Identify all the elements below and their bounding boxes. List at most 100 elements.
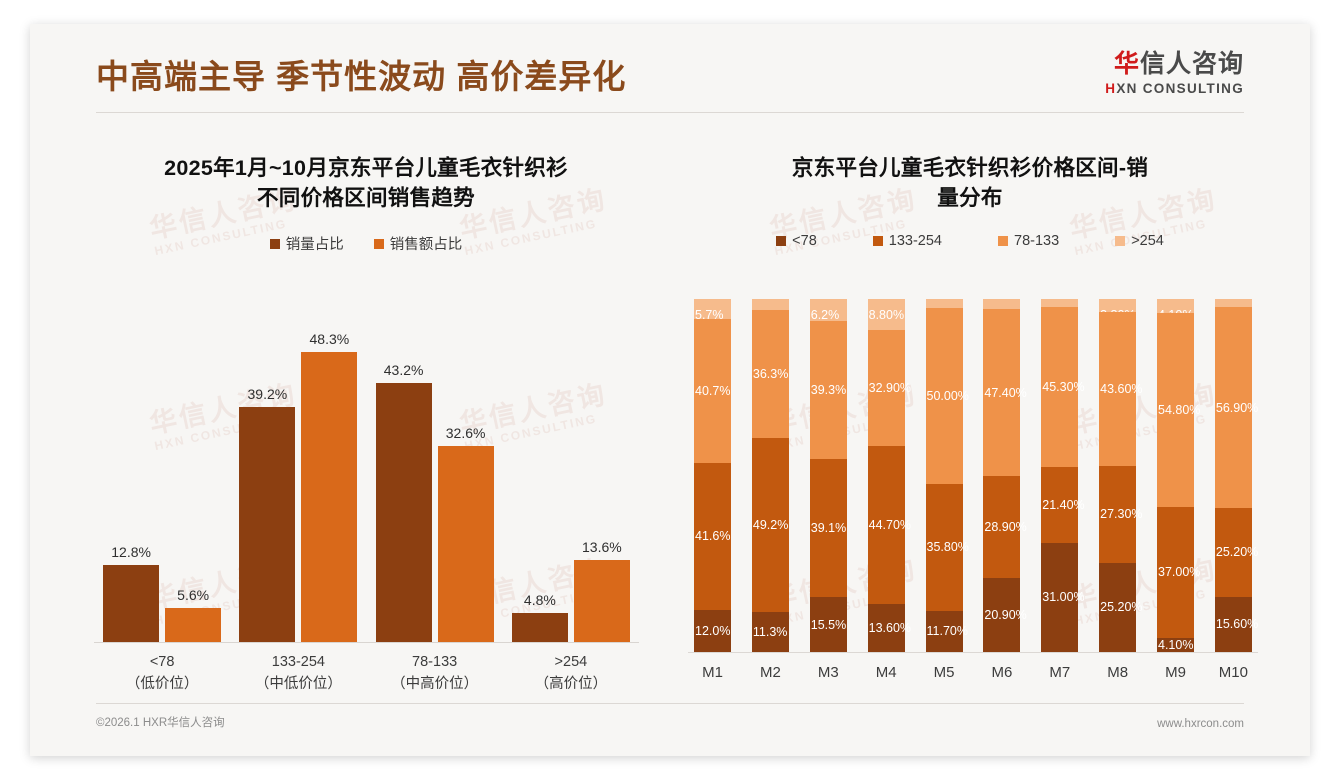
- bar[interactable]: [239, 406, 296, 642]
- stack-segment[interactable]: 56.90%: [1214, 307, 1258, 508]
- bar[interactable]: [301, 352, 358, 642]
- stack-segment[interactable]: 15.5%: [809, 597, 847, 652]
- stack-segment[interactable]: 32.90%: [867, 330, 911, 447]
- legend-swatch-icon: [269, 238, 280, 249]
- stacked-bar[interactable]: 2.80% 47.40% 28.90% 20.90%: [983, 299, 1027, 652]
- stack-segment[interactable]: 35.80%: [925, 484, 969, 611]
- stack-segment[interactable]: 5.7%: [694, 299, 731, 322]
- segment-value-label: 39.3%: [810, 383, 847, 398]
- stack-segment[interactable]: 15.60%: [1214, 596, 1258, 652]
- stack-segment[interactable]: 13.60%: [867, 603, 911, 652]
- stacked-bar[interactable]: 2.30% 56.90% 25.20% 15.60%: [1214, 299, 1258, 652]
- bar[interactable]: [165, 608, 222, 642]
- stack-segment[interactable]: 37.00%: [1157, 506, 1200, 638]
- x-axis-label: 78-133 （中高价位）: [367, 645, 503, 701]
- stack-segment[interactable]: 40.7%: [694, 319, 731, 463]
- bar[interactable]: [437, 446, 494, 642]
- stack-segment[interactable]: 31.00%: [1041, 542, 1085, 652]
- bar-column[interactable]: 48.3%: [301, 312, 358, 642]
- right-chart-title-line2: 量分布: [937, 185, 1003, 210]
- x-axis-label: <78 （低价位）: [94, 645, 230, 701]
- stacked-bar[interactable]: 4.10% 54.80% 37.00% 4.10%: [1157, 299, 1200, 652]
- stacked-bar[interactable]: 6.2% 39.3% 39.1% 15.5%: [809, 299, 847, 652]
- segment-value-label: 31.00%: [1042, 590, 1085, 605]
- chart-panel-left: 2025年1月~10月京东平台儿童毛衣针织衫 不同价格区间销售趋势 销量占比 销…: [66, 136, 666, 696]
- stacked-bar[interactable]: 2.30% 45.30% 21.40% 31.00%: [1041, 299, 1085, 652]
- left-chart-legend: 销量占比 销售额占比: [66, 233, 666, 254]
- bar[interactable]: [103, 565, 160, 642]
- bar-column[interactable]: 32.6%: [437, 312, 494, 642]
- stacked-bar[interactable]: 5.7% 40.7% 41.6% 12.0%: [694, 299, 731, 652]
- stack-segment[interactable]: 28.90%: [983, 476, 1027, 579]
- legend-item-<78: <78: [776, 233, 817, 249]
- stack-segment[interactable]: 45.30%: [1041, 307, 1085, 468]
- bar[interactable]: [375, 382, 432, 642]
- x-axis-label: >254 （高价位）: [503, 645, 639, 701]
- legend-item-sales-volume: 销量占比: [269, 233, 344, 254]
- stack-segment[interactable]: 4.10%: [1157, 637, 1194, 652]
- bar-column[interactable]: 39.2%: [239, 312, 296, 642]
- segment-value-label: 44.70%: [868, 518, 912, 533]
- stack-segment[interactable]: 44.70%: [867, 446, 911, 604]
- stack-segment[interactable]: 27.30%: [1099, 466, 1143, 563]
- stack-segment[interactable]: 49.2%: [751, 438, 789, 613]
- legend-label: 78-133: [1014, 233, 1060, 250]
- bar-column[interactable]: 4.8%: [511, 312, 568, 642]
- stack-segment[interactable]: 11.70%: [925, 610, 968, 652]
- stack-segment[interactable]: 54.80%: [1157, 313, 1200, 507]
- stack-segment[interactable]: 3.80%: [1099, 299, 1137, 322]
- bar-group: 12.8% 5.6%: [94, 312, 230, 642]
- stack-segment[interactable]: 6.2%: [809, 299, 847, 322]
- stack-segment[interactable]: 21.40%: [1041, 467, 1085, 543]
- bar-column[interactable]: 5.6%: [165, 312, 222, 642]
- stack-segment[interactable]: 50.00%: [925, 307, 969, 485]
- logo-english: HXN CONSULTING: [1105, 82, 1244, 96]
- legend-item->254: >254: [1115, 233, 1164, 249]
- stack-segment[interactable]: 2.50%: [925, 299, 963, 322]
- stack-segment[interactable]: 2.80%: [983, 299, 1021, 322]
- bar-value-label: 32.6%: [445, 425, 486, 442]
- x-axis-label-range: 78-133: [412, 654, 458, 670]
- stack-segment[interactable]: 20.90%: [983, 578, 1027, 652]
- stack-segment[interactable]: 25.20%: [1099, 562, 1143, 652]
- bar[interactable]: [511, 613, 568, 642]
- stack-segment[interactable]: 8.80%: [867, 299, 905, 331]
- x-axis-label-range: >254: [554, 654, 588, 670]
- stacked-bar[interactable]: 2.50% 50.00% 35.80% 11.70%: [925, 299, 969, 652]
- bar-column[interactable]: 12.8%: [103, 312, 160, 642]
- legend-item-78-133: 78-133: [998, 233, 1059, 249]
- stack-segment[interactable]: 2.30%: [1214, 299, 1252, 322]
- stack-segment[interactable]: 12.0%: [694, 609, 731, 652]
- stacked-bar[interactable]: 8.80% 32.90% 44.70% 13.60%: [867, 299, 911, 652]
- legend-swatch-icon: [776, 236, 787, 247]
- stack-segment[interactable]: 43.60%: [1099, 312, 1143, 467]
- chart-panel-right: 京东平台儿童毛衣针织衫价格区间-销 量分布 <78 133-254 78-133 >2…: [670, 136, 1270, 696]
- stacked-bar[interactable]: 3.2% 36.3% 49.2% 11.3%: [751, 299, 789, 652]
- stack-segment[interactable]: 3.2%: [751, 299, 789, 322]
- stack-segment[interactable]: 39.3%: [809, 320, 847, 460]
- stack-segment[interactable]: 11.3%: [751, 612, 789, 652]
- x-axis-label: M5: [933, 664, 955, 681]
- bar-column[interactable]: 13.6%: [573, 312, 630, 642]
- stacked-bar[interactable]: 3.80% 43.60% 27.30% 25.20%: [1099, 299, 1143, 652]
- x-axis-label: M3: [817, 664, 839, 681]
- left-chart-title-line2: 不同价格区间销售趋势: [256, 185, 475, 210]
- stack-segment[interactable]: 36.3%: [751, 310, 789, 439]
- segment-value-label: 32.90%: [868, 381, 912, 396]
- bar-column[interactable]: 43.2%: [375, 312, 432, 642]
- right-chart-plot: 5.7% 40.7% 41.6% 12.0% 3.2% 36.3% 49.2% 11.3% 6.…: [688, 291, 1258, 696]
- stack-segment[interactable]: 47.40%: [983, 308, 1027, 477]
- bar-group: 4.8% 13.6%: [503, 312, 639, 642]
- logo-english-rest: XN CONSULTING: [1116, 81, 1244, 96]
- bar[interactable]: [573, 560, 630, 642]
- stack-segment[interactable]: 39.1%: [809, 459, 847, 598]
- stack-segment[interactable]: 25.20%: [1214, 507, 1258, 597]
- x-axis-label: M2: [759, 664, 781, 681]
- stack-segment[interactable]: 4.10%: [1157, 299, 1194, 322]
- stack-segment[interactable]: 2.30%: [1041, 299, 1079, 322]
- segment-value-label: 11.3%: [752, 625, 788, 640]
- segment-value-label: 25.20%: [1215, 545, 1259, 560]
- legend-swatch-icon: [872, 236, 883, 247]
- stack-segment[interactable]: 41.6%: [694, 462, 731, 610]
- left-chart-bar-groups: 12.8% 5.6% 39.2% 48.3% 43.2% 32.6% 4.8% 13.6%: [94, 312, 639, 642]
